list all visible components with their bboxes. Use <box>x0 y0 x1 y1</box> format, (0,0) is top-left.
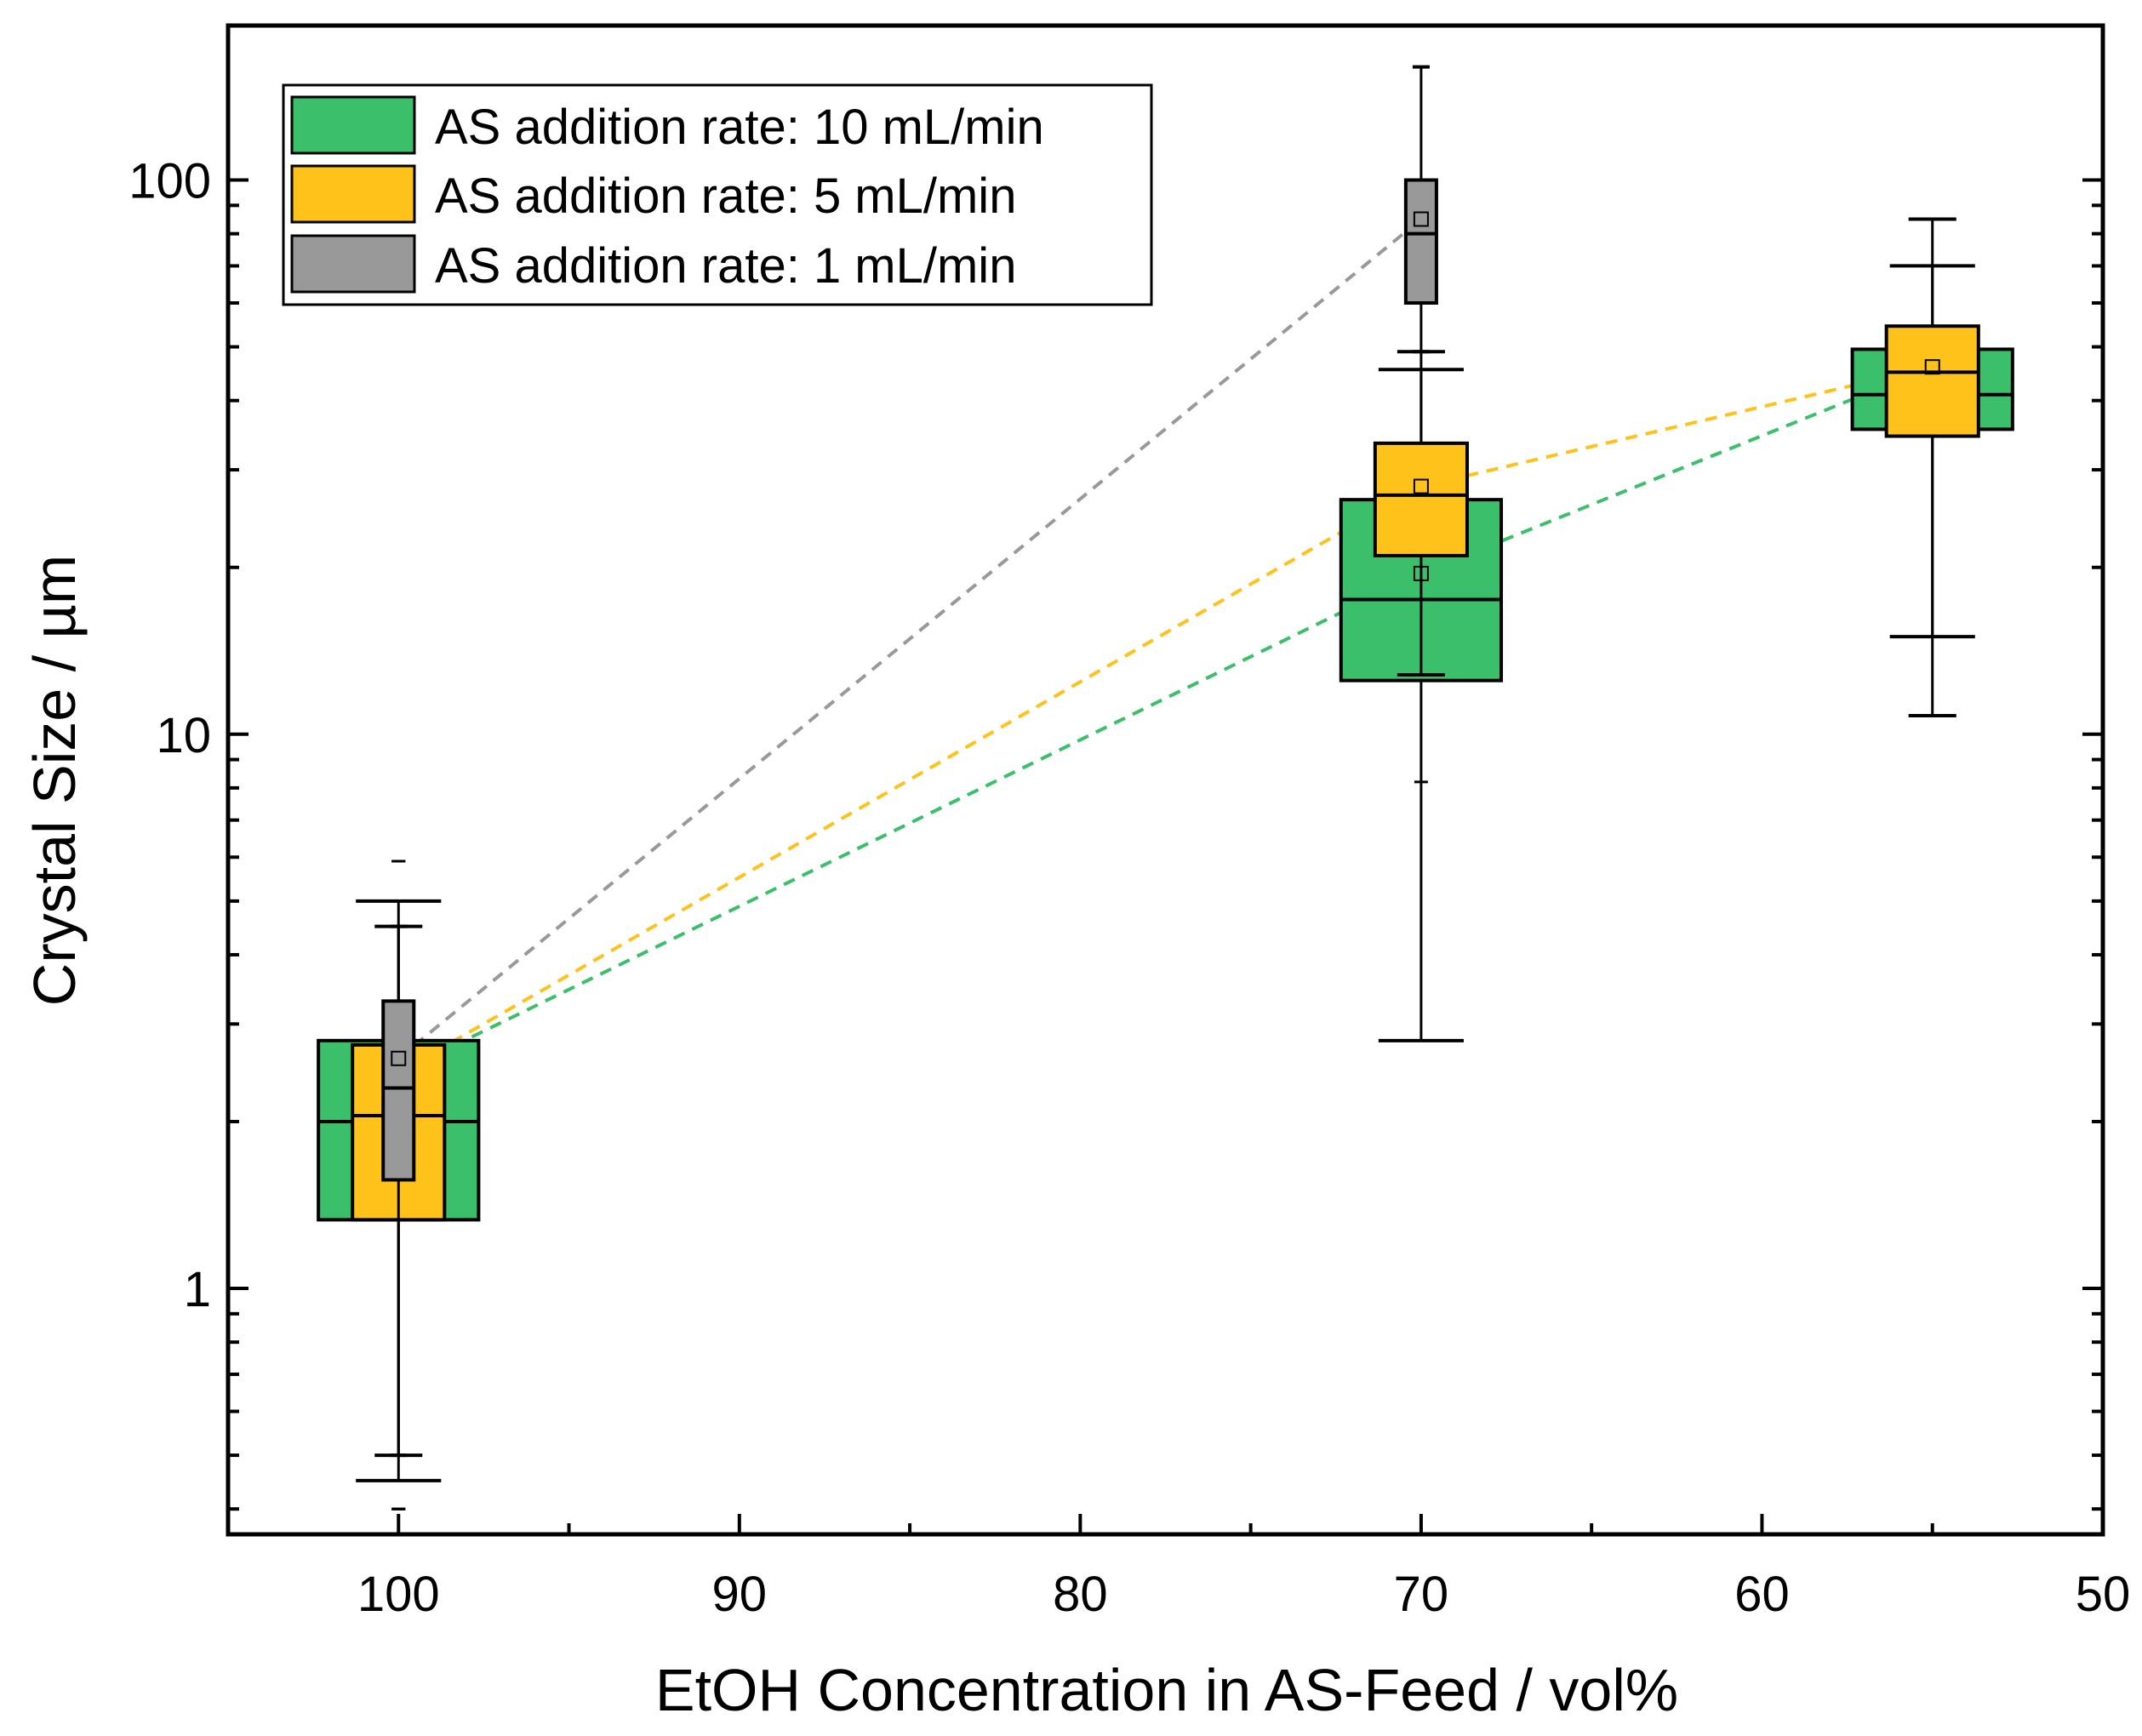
legend-label-1: AS addition rate: 5 mL/min <box>435 168 1016 224</box>
y-tick-label: 1 <box>184 1262 211 1317</box>
legend-label-2: AS addition rate: 1 mL/min <box>435 238 1016 294</box>
legend-swatch-2 <box>290 234 416 294</box>
box <box>1403 178 1438 306</box>
y-tick-label: 100 <box>129 154 211 209</box>
y-axis-title: Crystal Size / µm <box>21 555 88 1006</box>
x-axis-title: EtOH Concentration in AS-Feed / vol% <box>655 1657 1678 1723</box>
axis-ticks: 100 90 80 70 60 50 1 10 100 <box>129 154 2130 1622</box>
series-0-mean-line <box>397 365 1934 1075</box>
mean-marker <box>1924 359 1940 375</box>
series-2-boxes <box>381 65 1438 1510</box>
x-tick-label: 50 <box>2076 1567 2131 1622</box>
x-tick-label: 100 <box>357 1567 440 1622</box>
box <box>381 999 416 1182</box>
plot-frame <box>226 23 2105 1537</box>
x-tick-label: 70 <box>1394 1567 1449 1622</box>
legend: AS addition rate: 10 mL/min AS addition r… <box>282 83 1153 306</box>
legend-label-0: AS addition rate: 10 mL/min <box>435 100 1044 155</box>
x-tick-label: 60 <box>1734 1567 1790 1622</box>
mean-marker <box>1413 211 1429 227</box>
box <box>1884 324 1980 438</box>
series-2-mean-line <box>397 217 1423 1060</box>
series-1-mean-line <box>397 365 1934 1075</box>
x-tick-label: 80 <box>1053 1567 1108 1622</box>
x-tick-label: 90 <box>712 1567 768 1622</box>
mean-marker <box>391 1050 407 1066</box>
y-tick-label: 10 <box>156 708 211 763</box>
legend-swatch-1 <box>290 164 416 224</box>
box <box>1373 441 1469 557</box>
legend-frame <box>282 83 1153 306</box>
legend-swatch-0 <box>290 95 416 155</box>
mean-marker <box>1413 478 1429 494</box>
plot-content <box>317 65 2014 1510</box>
